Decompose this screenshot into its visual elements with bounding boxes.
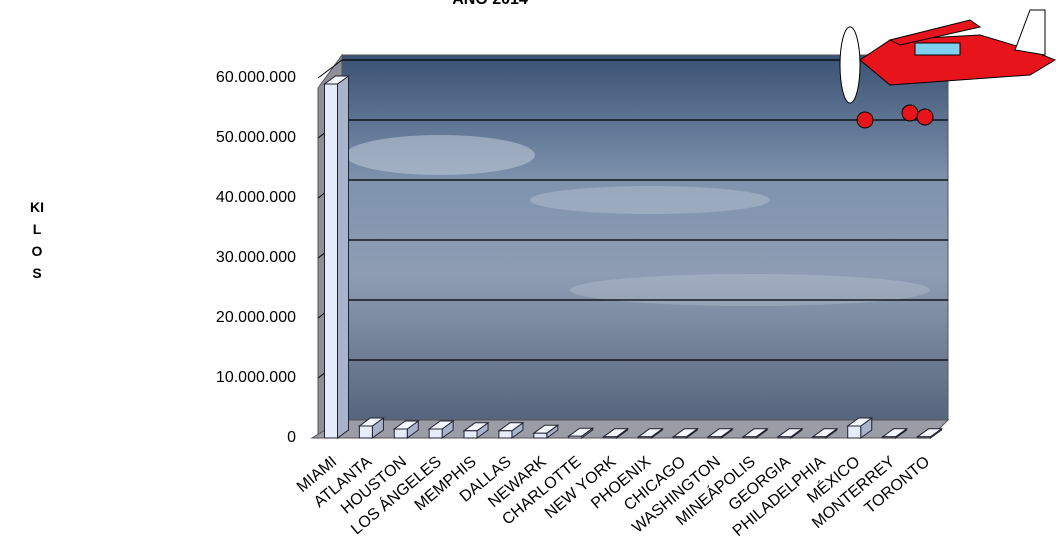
bar: [393, 428, 408, 439]
bar: [428, 428, 443, 439]
bar: [568, 435, 583, 439]
bar: [777, 436, 792, 439]
bar: [847, 425, 862, 439]
back-wall: [341, 54, 949, 421]
bar-side: [337, 75, 349, 439]
bar: [917, 436, 931, 439]
bar: [882, 436, 897, 439]
y-tick-label: 40.000.000: [216, 189, 296, 206]
cloud: [530, 186, 770, 214]
bar: [707, 436, 722, 439]
bar: [498, 430, 513, 439]
y-tick-label: 50.000.000: [216, 129, 296, 146]
bar: [812, 436, 827, 439]
y-tick-label: 30.000.000: [216, 249, 296, 266]
y-tick-label: 0: [287, 429, 296, 446]
y-tick-label: 10.000.000: [216, 369, 296, 386]
bar: [672, 436, 687, 439]
cloud: [345, 135, 535, 175]
y-axis-label: KILOS: [30, 199, 44, 281]
bar: [603, 436, 618, 439]
cloud: [570, 274, 930, 306]
y-tick-label: 60.000.000: [216, 69, 296, 86]
y-tick-label: 20.000.000: [216, 309, 296, 326]
bar: [533, 432, 548, 439]
bar: [463, 430, 478, 439]
grid-line-side: [317, 59, 343, 79]
chart-title: AÑO 2014: [452, 0, 528, 8]
bar: [742, 436, 757, 439]
bar: [358, 425, 373, 439]
airplane: [839, 9, 1057, 129]
bar: [324, 83, 338, 439]
bar: [637, 436, 652, 439]
